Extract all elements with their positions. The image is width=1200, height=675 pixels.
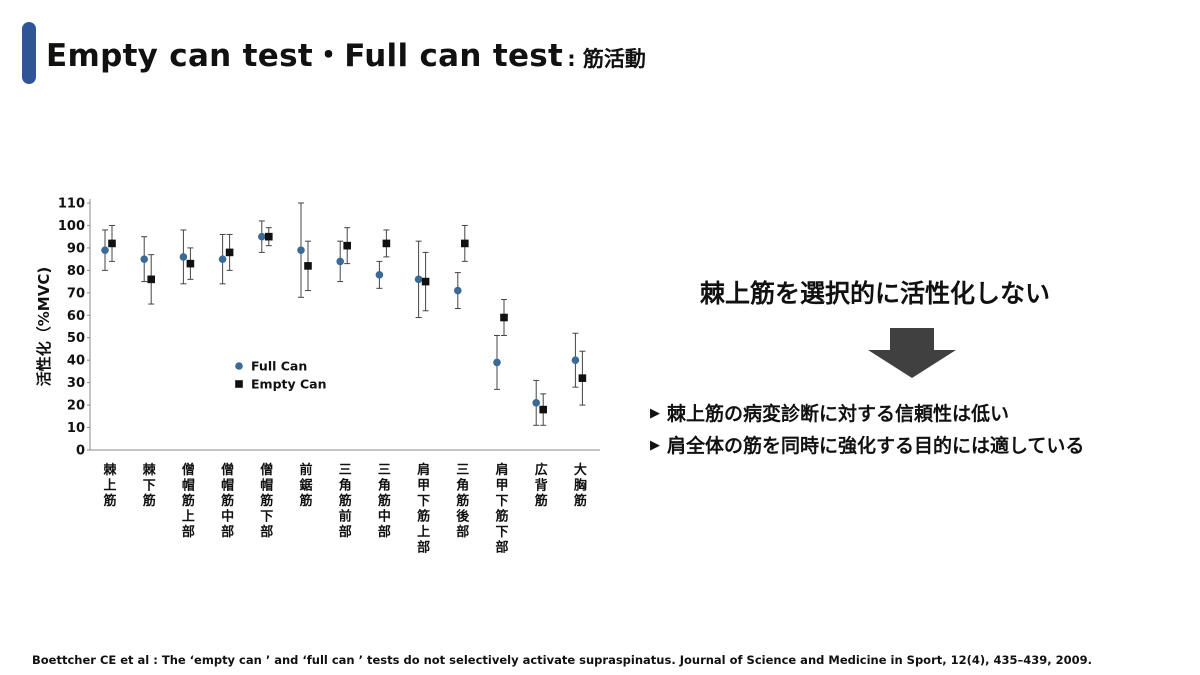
y-tick-label: 30 [67,376,85,391]
full-can-point [258,232,266,241]
empty-can-point [304,262,312,270]
full-can-point [375,271,384,279]
empty-can-point [186,259,195,268]
full-can-point [493,358,501,367]
title-accent-bar [22,22,36,84]
empty-can-point [343,241,351,250]
citation: Boettcher CE et al : The ‘empty can ’ an… [32,653,1093,667]
y-tick-label: 40 [67,354,85,369]
x-category-label: 三角筋後部 [455,463,470,540]
triangle-bullet-icon: ▶ [650,438,660,453]
y-tick-label: 70 [67,286,85,301]
y-tick-label: 80 [67,264,85,279]
x-category-label: 前鋸筋 [298,462,312,509]
x-category-label: 三角筋前部 [338,463,352,540]
empty-can-point [539,405,547,414]
y-tick-label: 60 [67,309,85,324]
full-can-point [218,255,227,263]
full-can-point [101,246,109,254]
x-category-label: 三角筋中部 [377,463,391,540]
y-axis-label: 活性化（%MVC) [35,267,53,386]
legend-marker-full-can [235,362,243,370]
legend-marker-empty-can [235,380,243,388]
y-tick-label: 50 [67,331,85,346]
x-category-label: 広背筋 [534,462,548,509]
empty-can-point [265,232,273,241]
x-category-label: 肩甲下筋下部 [494,462,508,556]
key-message: 棘上筋を選択的に活性化しない [700,279,1051,308]
x-category-label: 肩甲下筋上部 [416,462,430,556]
triangle-bullet-icon: ▶ [650,406,660,421]
x-category-label: 僧帽筋中部 [220,462,234,540]
full-can-point [454,286,462,295]
legend-label: Empty Can [251,377,327,392]
conclusion-text: 肩全体の筋を同時に強化する目的には適している [667,435,1085,457]
full-can-point [571,356,580,364]
y-tick-label: 0 [76,444,85,459]
conclusion-text: 棘上筋の病変診断に対する信頼性は低い [667,403,1010,425]
y-tick-label: 90 [67,241,85,256]
conclusion-item: ▶ 肩全体の筋を同時に強化する目的には適している [650,430,1084,462]
x-category-label: 棘上筋 [102,462,117,509]
x-category-label: 僧帽筋上部 [181,462,195,540]
full-can-point [532,399,540,407]
full-can-point [336,257,345,266]
empty-can-point [578,374,587,382]
y-tick-label: 10 [67,421,85,436]
empty-can-point [421,277,430,286]
x-category-label: 大胸筋 [573,462,587,509]
conclusion-item: ▶ 棘上筋の病変診断に対する信頼性は低い [650,398,1084,430]
title-subtitle: : 筋活動 [567,47,646,71]
empty-can-point [225,248,234,257]
x-category-label: 僧帽筋下部 [259,462,273,540]
y-tick-label: 100 [58,219,85,234]
empty-can-point [108,239,116,248]
conclusion-list: ▶ 棘上筋の病変診断に対する信頼性は低い ▶ 肩全体の筋を同時に強化する目的には適し… [650,398,1084,462]
title-main: Empty can test・Full can test [46,38,564,74]
activation-chart: 0 10 20 30 40 50 60 70 80 90 100 110 活性化（%MVC) 棘上筋 棘下筋… [35,197,600,556]
full-can-point [179,253,188,261]
full-can-point [297,246,305,254]
y-tick-label: 20 [67,399,85,414]
legend-label: Full Can [251,359,307,374]
down-arrow-icon [868,328,956,378]
empty-can-point [500,313,508,322]
x-category-label: 棘下筋 [142,462,157,509]
slide-title: Empty can test・Full can test: 筋活動 [46,30,646,75]
full-can-point [140,255,148,263]
full-can-point [414,275,423,284]
y-tick-label: 110 [58,197,85,212]
empty-can-point [147,275,155,284]
empty-can-point [382,239,391,248]
empty-can-point [461,239,469,248]
